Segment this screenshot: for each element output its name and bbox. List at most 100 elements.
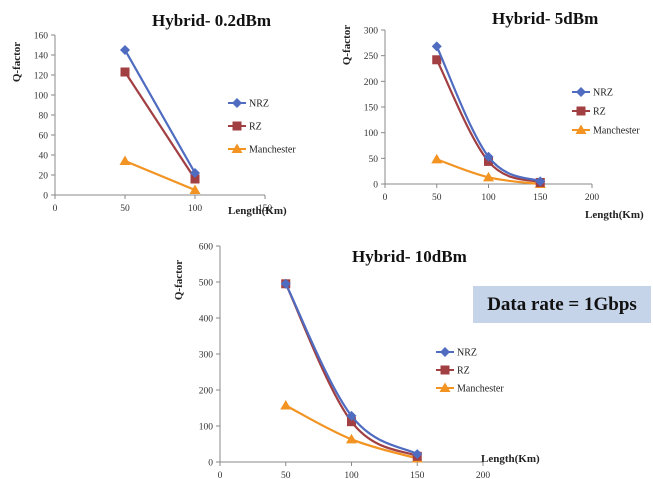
y-tick-label: 150 [364,104,379,114]
y-tick-label: 300 [364,27,379,37]
series-line [124,49,196,174]
y-tick-label: 60 [39,132,49,142]
data-point [120,67,130,77]
legend-label: NRZ [593,88,613,99]
y-axis-label: Q-factor [173,260,185,300]
series-nrz [280,278,423,460]
legend-label: Manchester [457,384,504,395]
x-tick-label: 0 [383,193,388,203]
x-axis-label: Length(Km) [585,209,644,221]
y-tick-label: 40 [39,152,49,162]
y-tick-label: 160 [34,32,49,42]
y-tick-label: 100 [34,92,49,102]
y-tick-label: 200 [199,387,214,397]
legend: NRZ RZ Manchester [436,347,504,395]
legend-label: RZ [457,366,470,377]
series-nrz [120,45,200,178]
legend-marker [440,365,450,375]
y-tick-label: 50 [369,155,379,165]
legend: NRZ RZ Manchester [228,98,296,156]
legend-marker [439,382,451,392]
chart-title: Hybrid- 5dBm [492,9,598,28]
x-axis-label: Length(Km) [228,205,287,217]
x-tick-label: 200 [585,193,600,203]
legend-marker [440,347,450,357]
series-line [284,283,418,458]
data-point [190,168,200,178]
data-point [535,176,546,187]
y-tick-label: 100 [364,129,379,139]
y-tick-label: 250 [364,52,379,62]
chart-1: Hybrid- 0.2dBm 0 20 40 60 80 100 120 140 160 0 50 10… [11,11,296,217]
x-tick-label: 50 [120,204,130,214]
data-point [280,399,292,410]
y-axis-label: Q-factor [341,25,353,65]
data-point [431,41,442,52]
y-tick-label: 0 [373,181,378,191]
legend-marker [231,143,243,153]
y-tick-label: 20 [39,172,49,182]
legend-marker [232,98,242,108]
x-tick-label: 50 [432,193,442,203]
data-point [119,155,131,165]
y-axis-label: Q-factor [11,42,23,82]
data-point [189,184,201,194]
y-tick-label: 600 [199,243,214,253]
y-tick-label: 80 [39,112,49,122]
legend-label: Manchester [249,145,296,156]
x-tick-label: 100 [188,204,203,214]
legend-label: Manchester [593,126,640,137]
y-tick-label: 200 [364,78,379,88]
data-point [483,171,494,182]
series-line [435,45,541,183]
legend-label: RZ [249,122,262,133]
x-tick-label: 100 [481,193,496,203]
y-tick-label: 500 [199,279,214,289]
series-rz [120,67,200,184]
data-point [346,410,357,421]
legend-marker [576,106,586,116]
y-tick-label: 100 [199,423,214,433]
x-tick-label: 50 [281,471,291,479]
data-point [412,449,423,460]
x-tick-label: 200 [476,471,491,479]
series-rz [281,279,422,461]
chart-2: Hybrid- 5dBm 0 50 100 150 200 250 300 0 50 100 150 2… [341,9,644,221]
y-tick-label: 0 [208,459,213,469]
legend-marker [576,87,586,97]
legend-marker [575,124,587,134]
series-manchester [119,155,201,194]
legend-label: RZ [593,107,606,118]
x-tick-label: 100 [344,471,359,479]
data-point [346,433,357,444]
data-point [431,153,443,164]
series-nrz [431,41,546,187]
data-point [483,151,494,162]
y-tick-label: 140 [34,52,49,62]
y-tick-label: 400 [199,315,214,325]
data-point [120,45,130,55]
data-point [432,55,442,65]
data-rate-box: Data rate = 1Gbps [473,286,651,323]
data-point [347,417,356,427]
x-tick-label: 0 [53,204,58,214]
series-line [284,283,418,456]
y-tick-label: 0 [43,192,48,202]
series-line [124,71,196,180]
x-tick-label: 150 [533,193,548,203]
y-tick-label: 120 [34,72,49,82]
x-tick-label: 150 [258,204,273,214]
chart-title: Hybrid- 0.2dBm [152,11,271,30]
legend-marker [232,121,242,131]
x-tick-label: 150 [410,471,425,479]
y-tick-label: 300 [199,351,214,361]
legend: NRZ RZ Manchester [572,87,640,137]
data-rate-label: Data rate = 1Gbps [487,293,637,315]
x-axis-label: Length(Km) [481,453,540,465]
series-line [124,159,196,192]
chart-3: Hybrid- 10dBm 0 100 200 300 400 500 600 0 50 100 15… [173,243,540,479]
data-point [280,278,291,289]
x-tick-label: 0 [218,471,223,479]
data-point [190,174,200,184]
